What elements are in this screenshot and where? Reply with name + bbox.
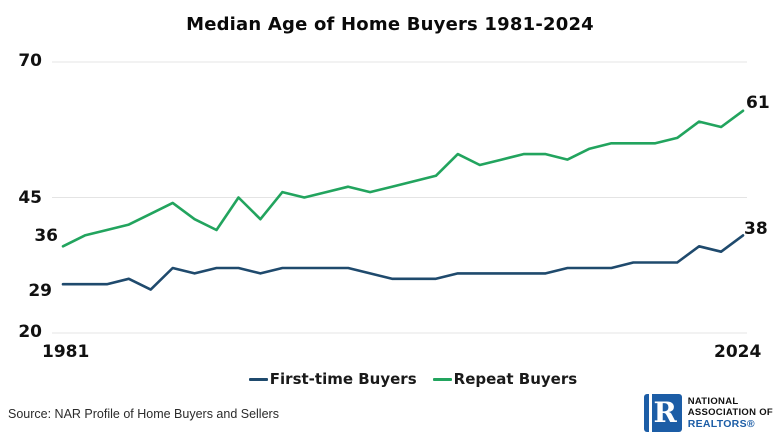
logo-line-association: ASSOCIATION OF xyxy=(687,407,773,419)
logo-line-realtors: REALTORS® xyxy=(687,417,755,430)
chart-title: Median Age of Home Buyers 1981-2024 xyxy=(186,14,594,35)
source-note: Source: NAR Profile of Home Buyers and S… xyxy=(8,407,279,421)
nar-logo-text: NATIONAL ASSOCIATION OF REALTORS® xyxy=(688,396,773,431)
y-axis-tick-20: 20 xyxy=(18,322,42,342)
nar-logo-icon: R xyxy=(643,394,682,432)
legend-item-first-time: First-time Buyers xyxy=(248,370,417,388)
legend-label-first-time: First-time Buyers xyxy=(269,370,417,388)
repeat-line-swatch xyxy=(432,377,452,381)
y-axis-tick-45: 45 xyxy=(18,188,42,208)
nar-logo: R NATIONAL ASSOCIATION OF REALTORS® xyxy=(643,394,773,432)
first-time-end-value: 38 xyxy=(744,219,768,239)
legend-label-repeat: Repeat Buyers xyxy=(453,370,578,388)
legend-item-repeat: Repeat Buyers xyxy=(432,370,578,388)
repeat-buyers-end-value: 61 xyxy=(746,93,770,113)
series-lines xyxy=(61,109,745,291)
gridlines xyxy=(52,61,747,334)
x-axis-label-2024: 2024 xyxy=(714,342,762,362)
x-axis-label-1981: 1981 xyxy=(42,342,90,362)
logo-line-national: NATIONAL xyxy=(687,395,739,407)
y-axis-tick-70: 70 xyxy=(18,51,42,71)
legend: First-time Buyers Repeat Buyers xyxy=(0,370,780,388)
repeat-buyers-start-value: 36 xyxy=(34,226,58,246)
first-time-line-swatch xyxy=(248,377,268,381)
nar-r-glyph: R xyxy=(648,394,677,432)
first-time-start-value: 29 xyxy=(28,281,52,301)
